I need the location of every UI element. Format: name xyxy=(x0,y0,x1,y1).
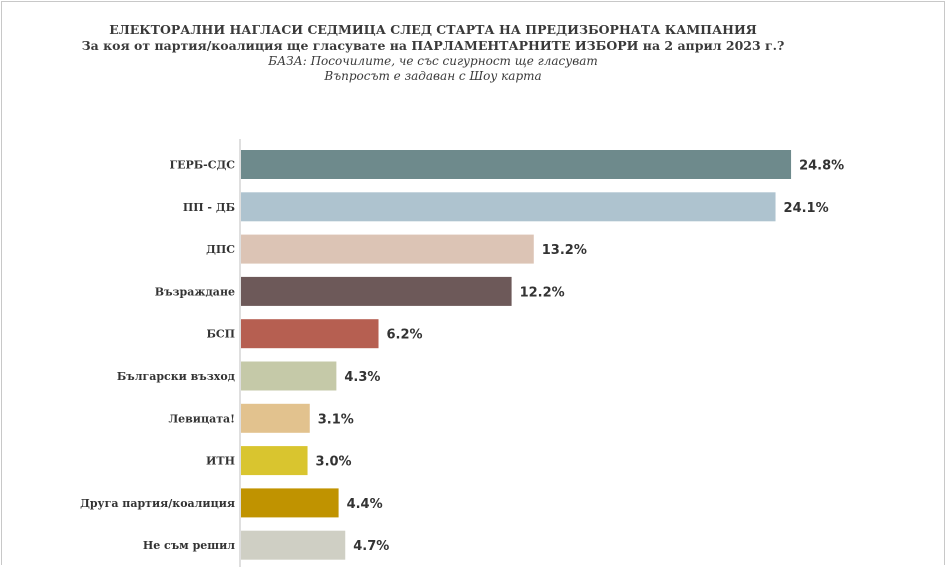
category-label: Не съм решил xyxy=(143,539,235,552)
category-label: ИТН xyxy=(206,455,235,468)
bar xyxy=(241,403,310,433)
category-label: Левицата! xyxy=(168,412,235,425)
bar-value-label: 3.0% xyxy=(316,455,352,470)
bar xyxy=(241,276,512,306)
bar xyxy=(241,530,346,560)
bar-value-label: 6.2% xyxy=(387,328,423,343)
chart-question: За коя от партия/коалиция ще гласувате н… xyxy=(81,38,785,53)
category-label: ДПС xyxy=(206,243,235,256)
bar xyxy=(241,150,792,179)
bar xyxy=(241,234,534,264)
bar-value-label: 4.7% xyxy=(353,539,389,554)
bar-value-label: 24.1% xyxy=(784,201,829,216)
category-label: БСП xyxy=(206,328,235,341)
bar-value-label: 13.2% xyxy=(542,243,587,258)
bar xyxy=(241,488,339,518)
bar xyxy=(241,319,379,349)
category-label: Възраждане xyxy=(155,285,235,298)
category-label: ГЕРБ-СДС xyxy=(169,159,235,172)
chart-header: ЕЛЕКТОРАЛНИ НАГЛАСИ СЕДМИЦА СЛЕД СТАРТА … xyxy=(0,22,866,84)
bar-value-label: 24.8% xyxy=(799,159,844,174)
chart-showcard-note: Въпросът е задаван с Шоу карта xyxy=(324,69,542,83)
chart-base-note: БАЗА: Посочилите, че със сигурност ще гл… xyxy=(268,54,598,68)
chart-title: ЕЛЕКТОРАЛНИ НАГЛАСИ СЕДМИЦА СЛЕД СТАРТА … xyxy=(109,22,757,37)
bar-value-label: 12.2% xyxy=(520,285,565,300)
category-label: Друга партия/коалиция xyxy=(80,497,235,510)
category-label: ПП - ДБ xyxy=(183,201,235,214)
bar xyxy=(241,192,776,222)
bar-value-label: 4.3% xyxy=(344,370,380,385)
bar xyxy=(241,361,337,391)
bar xyxy=(241,446,308,476)
bar-value-label: 4.4% xyxy=(347,497,383,512)
bar-value-label: 3.1% xyxy=(318,412,354,427)
category-label: Български възход xyxy=(117,370,235,383)
